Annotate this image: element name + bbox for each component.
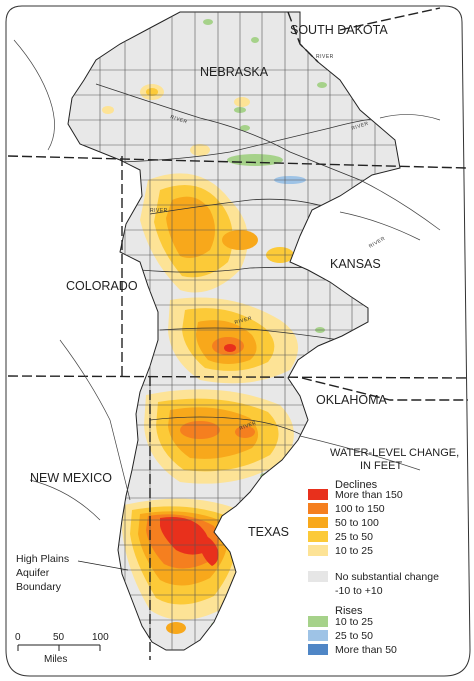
state-label-new-mexico: NEW MEXICO: [30, 471, 112, 485]
legend-swatch-rise-1: [308, 616, 328, 627]
scale-label-100: 100: [92, 632, 109, 643]
legend-decline-label-4: 25 to 50: [335, 531, 373, 543]
patch-decline-10-25: [234, 97, 250, 107]
legend-no-change-item: No substantial change -10 to +10: [308, 571, 439, 597]
scale-label-0: 0: [15, 632, 21, 643]
state-label-colorado: COLORADO: [66, 279, 138, 293]
legend-rise-label-3: More than 50: [335, 644, 397, 656]
legend-title-line1: WATER-LEVEL CHANGE,: [330, 447, 459, 459]
river-label-platte: RIVER: [169, 114, 188, 125]
rivers: [95, 83, 381, 441]
legend-decline-label-5: 10 to 25: [335, 545, 373, 557]
state-label-nebraska: NEBRASKA: [200, 65, 269, 79]
legend: WATER-LEVEL CHANGE, IN FEET Declines Mor…: [308, 447, 459, 656]
river-label-cimarron: RIVER: [234, 316, 253, 326]
patch-decline-50-100: [166, 622, 186, 634]
patch-decline-10-25: [190, 144, 210, 156]
legend-decline-label-2: 100 to 150: [335, 503, 385, 515]
legend-no-change-line1: No substantial change: [335, 571, 439, 583]
legend-decline-item: 100 to 150: [308, 503, 385, 515]
legend-rise-item: More than 50: [308, 644, 397, 656]
patch-decline-over-150: [200, 534, 219, 566]
legend-swatch-decline-4: [308, 531, 328, 542]
legend-decline-label-1: More than 150: [335, 489, 403, 501]
legend-rises-heading: Rises: [335, 605, 363, 617]
boundary-label-line3: Boundary: [16, 581, 62, 593]
boundary-label-line1: High Plains: [16, 553, 69, 565]
legend-declines-heading: Declines: [335, 479, 378, 491]
patch-rise-10-25: [240, 125, 250, 131]
boundary-callout: High Plains Aquifer Boundary: [16, 553, 129, 593]
water-level-patches: [102, 19, 327, 634]
legend-decline-item: More than 150: [308, 489, 403, 501]
river-label-canadian: RIVER: [239, 420, 258, 432]
legend-swatch-decline-2: [308, 503, 328, 514]
scale-label-50: 50: [53, 632, 65, 643]
legend-decline-label-3: 50 to 100: [335, 517, 379, 529]
state-label-oklahoma: OKLAHOMA: [316, 393, 388, 407]
legend-rise-label-2: 25 to 50: [335, 630, 373, 642]
legend-no-change-line2: -10 to +10: [335, 585, 383, 597]
outer-rivers: [13, 39, 441, 521]
legend-rise-item: 25 to 50: [308, 630, 373, 642]
river-label-niobrara: RIVER: [316, 54, 334, 60]
patch-decline-50-100: [166, 196, 215, 258]
patch-decline-25-50: [146, 88, 158, 96]
legend-swatch-rise-3: [308, 644, 328, 655]
state-label-south-dakota: SOUTH DAKOTA: [290, 23, 388, 37]
legend-swatch-decline-5: [308, 545, 328, 556]
patch-rise-10-25: [203, 19, 213, 25]
scale-unit: Miles: [44, 654, 67, 665]
patch-decline-10-25: [102, 106, 114, 114]
legend-rise-label-1: 10 to 25: [335, 616, 373, 628]
boundary-leader-line: [77, 560, 129, 571]
patch-decline-100-150: [180, 421, 220, 439]
scale-bar: 0 50 100 Miles: [15, 632, 109, 665]
river-label-smoky-hill: RIVER: [150, 208, 168, 214]
legend-rise-item: 10 to 25: [308, 616, 373, 628]
legend-swatch-decline-1: [308, 489, 328, 500]
patch-rise-10-25: [317, 82, 327, 88]
legend-swatch-decline-3: [308, 517, 328, 528]
patch-rise-10-25: [251, 37, 259, 43]
legend-title-line2: IN FEET: [360, 460, 402, 472]
legend-decline-item: 25 to 50: [308, 531, 373, 543]
river-label-arkansas: RIVER: [368, 236, 386, 250]
river-label-republican: RIVER: [351, 121, 370, 132]
legend-swatch-rise-2: [308, 630, 328, 641]
legend-decline-item: 10 to 25: [308, 545, 373, 557]
legend-swatch-no-change: [308, 571, 328, 582]
legend-decline-item: 50 to 100: [308, 517, 379, 529]
state-label-kansas: KANSAS: [330, 257, 381, 271]
patch-decline-over-150: [224, 344, 236, 352]
patch-rise-10-25: [227, 154, 283, 166]
state-label-texas: TEXAS: [248, 525, 289, 539]
region-frame: [5, 5, 471, 677]
boundary-label-line2: Aquifer: [16, 567, 50, 579]
